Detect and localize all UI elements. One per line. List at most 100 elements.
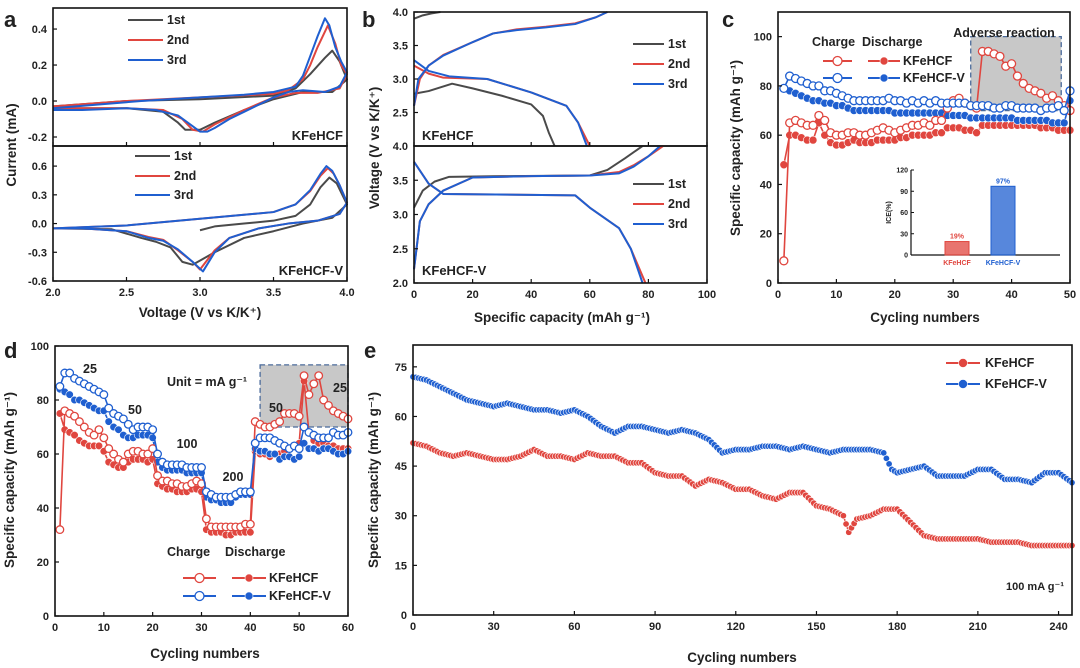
charge-marker (104, 444, 114, 454)
charge-marker (1059, 105, 1069, 116)
charge-marker (1018, 78, 1028, 89)
charge-marker (294, 411, 304, 421)
inset-y-tick-label: 90 (900, 189, 908, 196)
inset-category-label: KFeHCF (943, 260, 971, 267)
inset-y-axis-title: ICE(%) (886, 201, 893, 224)
x-tick-label: 120 (727, 621, 745, 633)
legend-header-charge: Charge (167, 545, 210, 559)
x-tick-label: 3.0 (192, 287, 207, 299)
charge-marker (99, 433, 109, 443)
KFeHCF-V-marker (885, 460, 893, 468)
legend-label: 1st (174, 149, 193, 163)
x-tick-label: 0 (410, 621, 416, 633)
x-tick-label: 40 (244, 622, 256, 634)
x-axis-title: Specific capacity (mAh g⁻¹) (474, 310, 650, 325)
charge-marker (1006, 59, 1017, 69)
discharge-marker (65, 390, 74, 399)
charge-marker (324, 400, 333, 410)
y-tick-label: 100 (31, 341, 49, 353)
y-tick-label: 60 (760, 130, 772, 142)
legend-marker (194, 590, 205, 602)
gcd-curve-1st (413, 82, 556, 147)
ice-value-label: 97% (996, 178, 1011, 185)
y-tick-label: 3.0 (393, 210, 408, 222)
y-tick-label: 0 (43, 611, 49, 623)
charge-marker (324, 433, 333, 443)
plot-frame (777, 11, 1071, 284)
y-axis-title: Specific capacity (mAh g⁻¹) (2, 392, 17, 568)
x-tick-label: 0 (52, 622, 58, 634)
legend-label: KFeHCF-V (985, 377, 1047, 391)
charge-marker (309, 379, 319, 389)
legend-label: 2nd (174, 169, 196, 183)
x-tick-label: 50 (293, 622, 305, 634)
plot-frame (412, 344, 1073, 616)
charge-marker (1053, 100, 1063, 111)
charge-marker (275, 417, 285, 427)
gcd-curve-1st (413, 11, 441, 20)
discharge-marker (104, 417, 113, 426)
legend-label: 1st (668, 37, 687, 51)
y-axis-title: Voltage (V vs K/K⁺) (367, 87, 382, 209)
legend-marker (879, 56, 889, 66)
charge-marker (153, 449, 162, 459)
y-tick-label: 3.0 (393, 74, 408, 86)
ice-bar-KFeHCF (944, 241, 970, 256)
charge-marker (143, 449, 153, 459)
x-tick-label: 40 (1005, 289, 1017, 301)
y-tick-label: 60 (395, 411, 407, 423)
charge-marker (245, 519, 255, 529)
rate-label: 100 (177, 437, 198, 451)
legend-label: KFeHCF (269, 571, 319, 585)
legend-label: 2nd (668, 57, 690, 71)
y-axis-title: Specific capacity (mAh g⁻¹) (366, 392, 381, 568)
charge-marker (94, 425, 104, 435)
sample-annotation: KFeHCF (292, 128, 343, 143)
x-tick-label: 4.0 (339, 287, 354, 299)
cv-curve-3rd (52, 165, 348, 273)
y-tick-label: 15 (395, 560, 407, 572)
x-tick-label: 60 (342, 622, 354, 634)
charge-marker (109, 449, 119, 459)
x-tick-label: 10 (98, 622, 110, 634)
inset-background (907, 164, 1067, 264)
x-tick-label: 2.0 (45, 287, 60, 299)
x-tick-label: 100 (698, 289, 716, 301)
charge-marker (104, 403, 114, 413)
legend-label: KFeHCF (985, 356, 1035, 370)
gcd-curve-2nd (413, 145, 664, 270)
y-tick-label: 0.2 (32, 60, 47, 72)
discharge-marker (295, 452, 304, 461)
x-tick-label: 20 (147, 622, 159, 634)
charge-marker (55, 525, 65, 535)
gcd-curve-3rd (413, 161, 644, 284)
x-tick-label: 30 (195, 622, 207, 634)
cv-curve-3rd (52, 17, 348, 133)
panel-label: b (362, 7, 375, 32)
y-tick-label: 4.0 (393, 7, 408, 19)
legend-header-discharge: Discharge (225, 545, 285, 559)
charge-marker (123, 419, 133, 429)
y-tick-label: 20 (760, 229, 772, 241)
discharge-marker (972, 128, 981, 138)
cv-curve-2nd (52, 24, 348, 133)
charge-marker (1047, 91, 1058, 101)
gcd-curve-3rd (413, 145, 661, 270)
y-tick-label: 60 (37, 449, 49, 461)
charge-marker (118, 457, 128, 467)
charge-marker (99, 390, 109, 400)
y-tick-label: 3.5 (393, 41, 408, 53)
charge-marker (808, 120, 818, 130)
legend-label: KFeHCF-V (903, 71, 965, 85)
charge-marker (118, 414, 128, 424)
charge-marker (74, 417, 84, 427)
KFeHCF-marker (839, 512, 847, 520)
charge-marker (319, 395, 329, 405)
legend-label: 2nd (167, 33, 189, 47)
y-tick-label: 100 (754, 32, 772, 44)
y-tick-label: 0.3 (32, 190, 47, 202)
y-tick-label: 0.0 (32, 219, 47, 231)
discharge-marker (937, 128, 946, 138)
charge-marker (70, 411, 79, 421)
